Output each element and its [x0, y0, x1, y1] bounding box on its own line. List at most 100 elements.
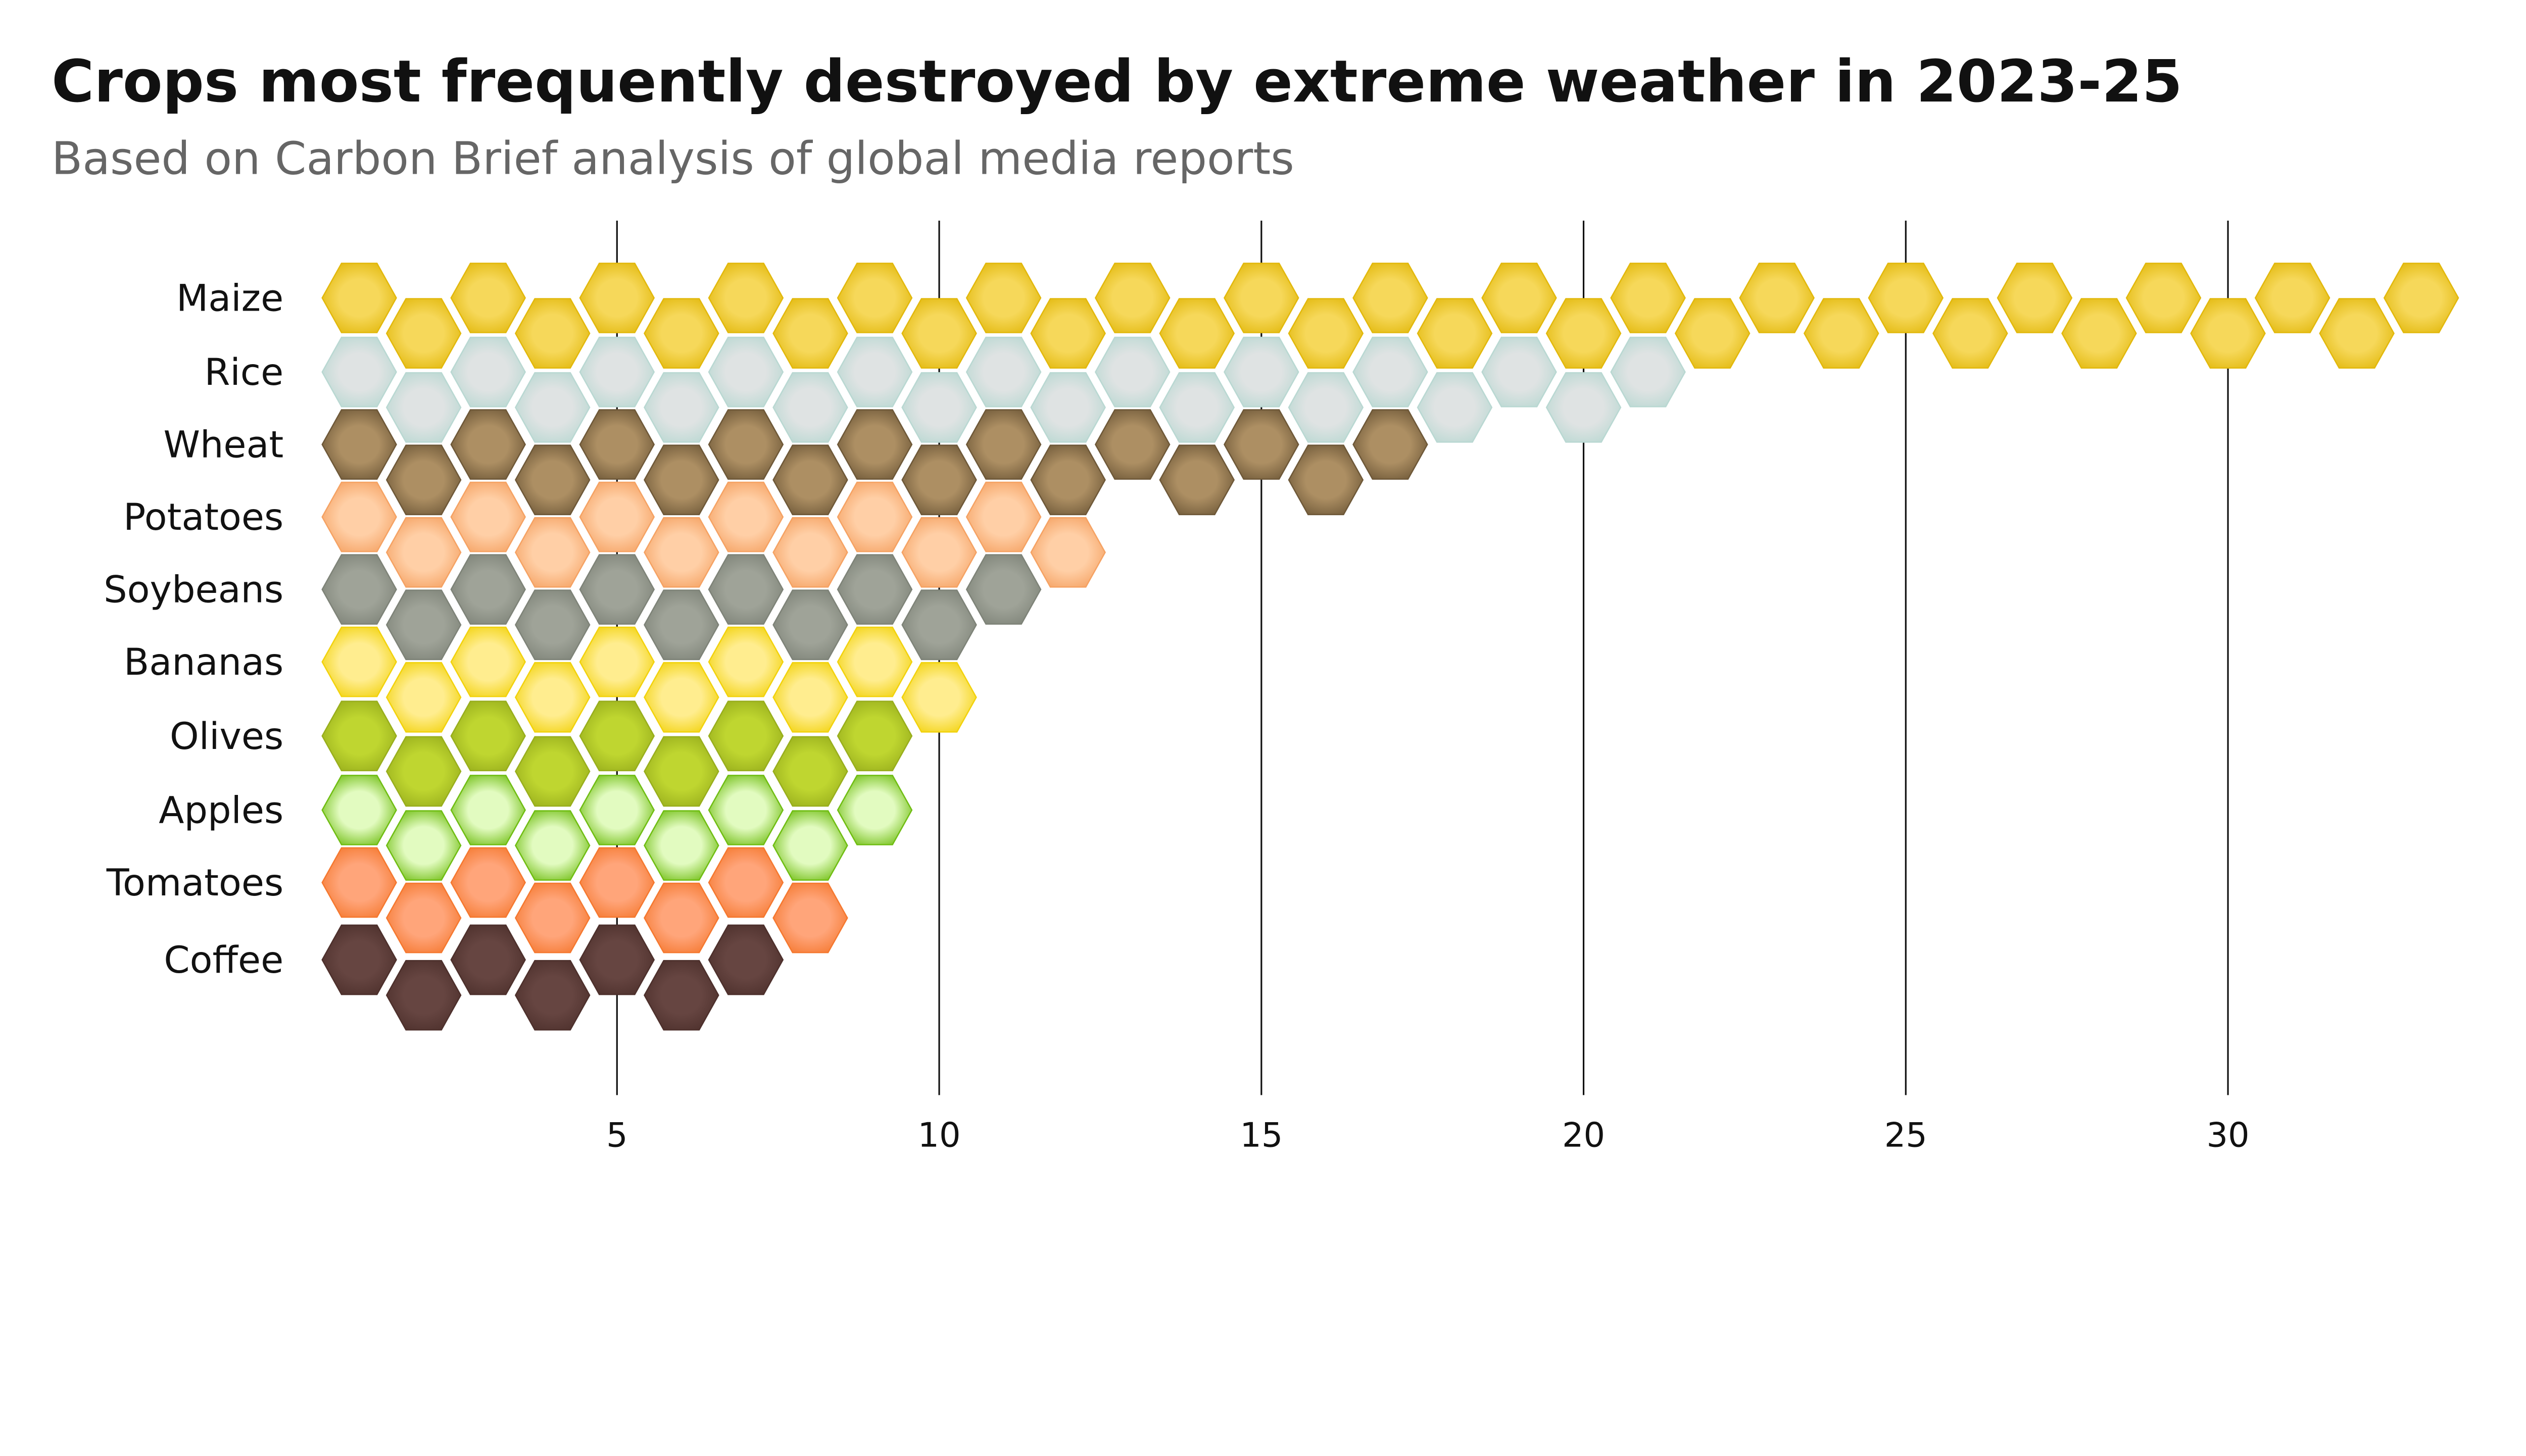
hexagon-potatoes: [837, 481, 913, 553]
hexagon-maize: [1932, 298, 2008, 369]
hexagon-rice: [708, 336, 784, 408]
x-tick-labels: 5 10 15 20 25 30: [606, 1115, 2250, 1154]
hexagon-tomatoes: [644, 882, 719, 953]
hexagon-tomatoes: [772, 882, 848, 953]
hexagon-bananas: [579, 626, 655, 697]
hexagon-apples: [579, 775, 655, 845]
hexagon-olives: [708, 700, 784, 772]
hexagon-maize: [2254, 263, 2330, 333]
hexagon-maize: [1030, 298, 1106, 369]
hexagon-rice: [837, 336, 913, 408]
hexagon-apples: [450, 775, 526, 845]
x-tick-label: 5: [606, 1115, 628, 1154]
hexagon-rice: [1610, 336, 1686, 408]
hexagon-wheat: [514, 444, 591, 516]
hexagon-bananas: [644, 662, 719, 733]
hexagon-rice: [1030, 372, 1106, 443]
hexagon-maize: [1739, 263, 1815, 333]
hexagon-wheat: [644, 444, 719, 516]
category-label: Tomatoes: [106, 862, 284, 905]
hexagon-rice: [1352, 336, 1428, 408]
hexagon-rice: [901, 372, 977, 443]
hexagon-wheat: [772, 444, 848, 516]
hexagon-wheat: [579, 409, 655, 480]
hexagon-maize: [901, 298, 977, 369]
hexagon-bananas: [772, 662, 848, 733]
hexagon-rice: [1545, 372, 1622, 443]
hexagon-olives: [772, 736, 848, 807]
hexagon-rice: [579, 336, 655, 408]
hexagon-bananas: [837, 626, 913, 697]
hexagon-soybeans: [708, 554, 784, 625]
hexagon-bananas: [514, 662, 591, 733]
hexagon-soybeans: [450, 554, 526, 625]
hexagon-potatoes: [385, 517, 462, 588]
chart-title: Crops most frequently destroyed by extre…: [52, 48, 2182, 116]
hexagon-apples: [514, 810, 591, 881]
hexagon-maize: [1545, 298, 1622, 369]
hexagon-potatoes: [579, 481, 655, 553]
hexagon-bananas: [385, 662, 462, 733]
hexagon-soybeans: [837, 554, 913, 625]
hexagon-potatoes: [450, 481, 526, 553]
hexagon-maize: [514, 298, 591, 369]
category-label: Apples: [159, 789, 283, 832]
hexagon-wheat: [1030, 444, 1106, 516]
category-label: Coffee: [164, 939, 283, 982]
hexagon-wheat: [1159, 444, 1235, 516]
hexagon-maize: [1803, 298, 1879, 369]
hexagon-rice: [1094, 336, 1171, 408]
hexagon-coffee: [579, 924, 655, 995]
category-label: Maize: [176, 277, 283, 320]
hexagon-maize: [2190, 298, 2266, 369]
x-tick-label: 25: [1884, 1115, 1927, 1154]
hexagon-apples: [644, 810, 719, 881]
hexagon-maize: [450, 263, 526, 333]
hexagon-coffee: [450, 924, 526, 995]
hexagon-rice: [1481, 336, 1557, 408]
hexagon-rice: [965, 336, 1042, 408]
hexagon-maize: [321, 263, 397, 333]
hexagon-maize: [644, 298, 719, 369]
hexagon-maize: [1288, 298, 1364, 369]
hexagon-potatoes: [321, 481, 397, 553]
hexagon-chart: Crops most frequently destroyed by extre…: [52, 48, 2459, 1154]
hexagon-bananas: [708, 626, 784, 697]
hexagon-rice: [450, 336, 526, 408]
hexagon-olives: [321, 700, 397, 772]
hexagon-bananas: [321, 626, 397, 697]
hexagon-maize: [772, 298, 848, 369]
hexagon-soybeans: [965, 554, 1042, 625]
hexagon-apples: [385, 810, 462, 881]
hexagon-rice: [1288, 372, 1364, 443]
hexagon-apples: [772, 810, 848, 881]
hexagon-tomatoes: [708, 847, 784, 918]
hexagon-tomatoes: [321, 847, 397, 918]
hexagon-wheat: [450, 409, 526, 480]
hexagon-olives: [644, 736, 719, 807]
hexagon-maize: [2319, 298, 2395, 369]
hexagon-rice: [772, 372, 848, 443]
x-tick-label: 20: [1562, 1115, 1605, 1154]
hexagon-wheat: [321, 409, 397, 480]
hexagon-potatoes: [965, 481, 1042, 553]
hexagon-maize: [1159, 298, 1235, 369]
hexagon-maize: [1610, 263, 1686, 333]
hexagon-rice: [514, 372, 591, 443]
hexagon-maize: [1094, 263, 1171, 333]
hexagon-potatoes: [901, 517, 977, 588]
hexagon-maize: [1997, 263, 2073, 333]
hexagon-maize: [2125, 263, 2202, 333]
category-label: Bananas: [124, 641, 283, 684]
hexagon-maize: [965, 263, 1042, 333]
hexagon-maize: [1224, 263, 1299, 333]
category-label: Potatoes: [123, 496, 283, 539]
x-tick-label: 15: [1240, 1115, 1283, 1154]
hexagon-soybeans: [579, 554, 655, 625]
hexagon-rice: [321, 336, 397, 408]
hexagon-potatoes: [772, 517, 848, 588]
hexagon-maize: [1674, 298, 1751, 369]
category-labels: Maize Rice Wheat Potatoes Soybeans Bananas Oli…: [104, 277, 283, 982]
hexagon-maize: [1868, 263, 1944, 333]
hexagon-maize: [837, 263, 913, 333]
